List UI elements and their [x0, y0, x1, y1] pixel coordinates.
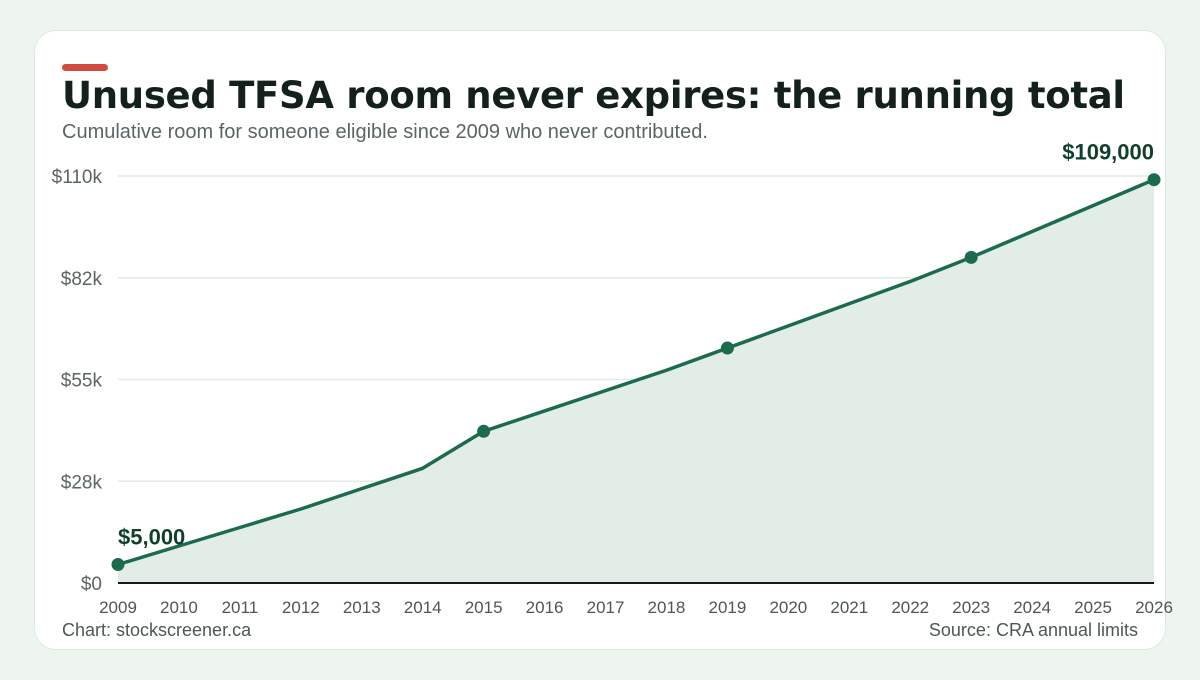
x-tick-label: 2018 [648, 598, 686, 617]
x-tick-label: 2026 [1135, 598, 1173, 617]
chart-source: Source: CRA annual limits [928, 620, 1138, 640]
data-point [477, 424, 491, 438]
y-tick-label: $110k [52, 167, 103, 188]
x-tick-label: 2020 [769, 598, 807, 617]
x-tick-label: 2011 [222, 598, 259, 617]
data-label: $5,000 [118, 525, 185, 550]
x-tick-label: 2025 [1074, 598, 1112, 617]
x-tick-label: 2014 [404, 598, 442, 617]
series-line-layer [116, 177, 1156, 567]
x-tick-label: 2017 [587, 598, 625, 617]
data-point [720, 341, 734, 355]
data-label: $109,000 [1062, 140, 1154, 165]
y-axis-ticks: $0 $28k $55k $82k $110k [52, 167, 103, 595]
data-labels: $5,000 $109,000 [118, 140, 1154, 550]
chart-title: Unused TFSA room never expires: the runn… [62, 74, 1125, 117]
x-tick-label: 2012 [282, 598, 320, 617]
x-tick-label: 2015 [465, 598, 503, 617]
y-tick-label: $55k [61, 371, 103, 392]
y-tick-label: $28k [61, 472, 103, 493]
x-tick-label: 2009 [99, 598, 137, 617]
x-tick-label: 2024 [1013, 598, 1051, 617]
title-accent-bar [62, 64, 108, 71]
series-line [116, 177, 1156, 567]
data-point [1147, 173, 1161, 187]
x-tick-label: 2023 [952, 598, 990, 617]
x-tick-label: 2013 [343, 598, 381, 617]
x-tick-label: 2021 [830, 598, 868, 617]
highlight-points [111, 173, 1161, 571]
chart-subtitle: Cumulative room for someone eligible sin… [62, 121, 708, 143]
x-tick-label: 2019 [708, 598, 746, 617]
x-tick-label: 2022 [891, 598, 929, 617]
y-tick-label: $82k [61, 269, 103, 290]
x-axis-ticks: 2009 2010 2011 2012 2013 2014 2015 2016 2017 2018… [99, 598, 1173, 617]
data-point [111, 558, 125, 571]
chart-credit: Chart: stockscreener.ca [62, 620, 252, 640]
x-tick-label: 2010 [160, 598, 198, 617]
data-point [964, 250, 978, 264]
y-tick-label: $0 [81, 574, 102, 595]
x-tick-label: 2016 [526, 598, 564, 617]
